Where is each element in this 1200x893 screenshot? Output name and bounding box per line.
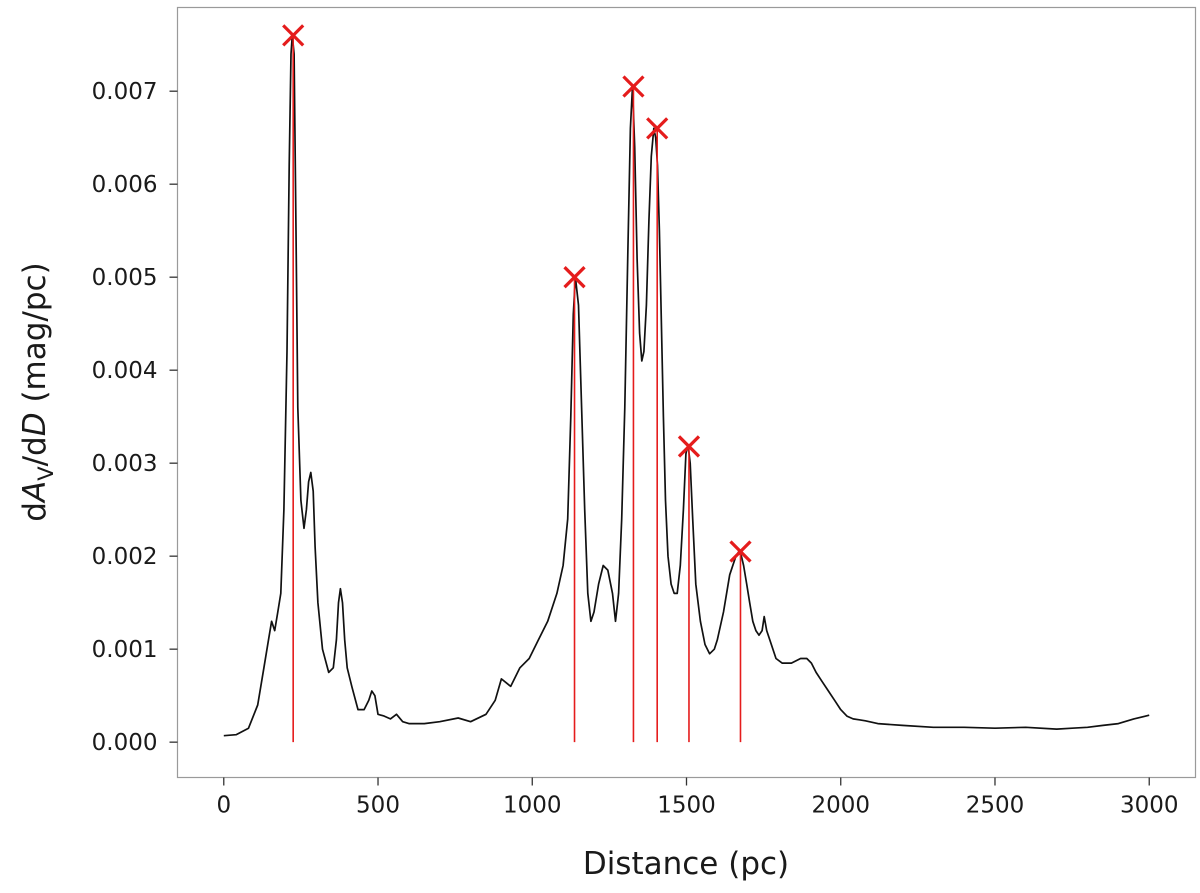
y-tick-label: 0.001 [92, 637, 158, 663]
peak-marker [729, 540, 752, 563]
peak-marker-stroke [563, 266, 586, 289]
peak-marker [622, 75, 645, 98]
series-layer [223, 34, 1150, 737]
peak-marker-stroke [622, 75, 645, 98]
x-axis-title: Distance (pc) [583, 846, 789, 882]
y-axis-title-unit: (mag/pc) [17, 262, 53, 412]
x-tick-label: 1500 [657, 793, 716, 819]
y-axis-title-A: A [17, 481, 53, 504]
x-tick-label: 0 [216, 793, 231, 819]
y-axis-title-slash-d: /d [17, 436, 53, 466]
plot-frame [176, 6, 1197, 779]
x-tick-label: 2000 [811, 793, 870, 819]
peak-marker [677, 435, 701, 458]
y-axis: 0.000 0.001 0.002 0.003 0.004 0.005 0.006 0.007 [92, 79, 178, 756]
peak-markers [282, 24, 752, 743]
y-tick-label: 0.007 [92, 79, 158, 105]
y-tick-label: 0.000 [92, 730, 158, 756]
y-axis-title-d: d [17, 502, 53, 522]
x-tick-label: 2500 [966, 793, 1025, 819]
peak-marker-stroke [646, 117, 669, 140]
y-axis-title: dAV/dD (mag/pc) [17, 262, 58, 521]
y-tick-label: 0.006 [92, 172, 158, 198]
x-tick-label: 1000 [503, 793, 562, 819]
y-tick-label: 0.004 [92, 358, 158, 384]
x-tick-label: 500 [356, 793, 400, 819]
y-axis-title-subscript: V [34, 466, 58, 481]
y-tick-label: 0.003 [92, 451, 158, 477]
peak-marker [282, 24, 305, 47]
peak-marker-stroke [729, 540, 752, 563]
peak-marker [646, 117, 669, 140]
y-tick-label: 0.002 [92, 544, 158, 570]
series-line [223, 34, 1150, 737]
peak-marker [563, 266, 586, 289]
peak-marker-stroke [282, 24, 305, 47]
y-axis-title-D: D [17, 412, 53, 436]
y-tick-label: 0.005 [92, 265, 158, 291]
x-axis: 0 500 1000 1500 2000 2500 3000 [216, 777, 1179, 819]
peak-marker-stroke [677, 435, 701, 458]
x-tick-label: 3000 [1120, 793, 1179, 819]
